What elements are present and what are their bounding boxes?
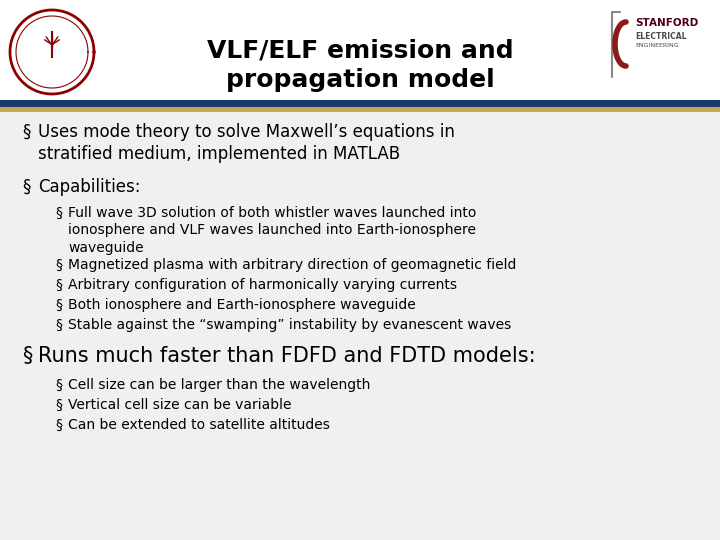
Text: Runs much faster than FDFD and FDTD models:: Runs much faster than FDFD and FDTD mode… xyxy=(38,346,536,366)
Text: §: § xyxy=(55,206,62,220)
Text: STANFORD: STANFORD xyxy=(635,18,698,28)
Text: propagation model: propagation model xyxy=(225,68,495,92)
Text: §: § xyxy=(55,298,62,312)
Text: Vertical cell size can be variable: Vertical cell size can be variable xyxy=(68,398,292,412)
Text: Stable against the “swamping” instability by evanescent waves: Stable against the “swamping” instabilit… xyxy=(68,318,511,332)
Text: §: § xyxy=(55,398,62,412)
Text: VLF/ELF emission and: VLF/ELF emission and xyxy=(207,38,513,62)
Text: ELECTRICAL: ELECTRICAL xyxy=(635,32,686,41)
Text: §: § xyxy=(22,346,32,366)
Text: ENGINEERING: ENGINEERING xyxy=(635,43,679,48)
Text: Full wave 3D solution of both whistler waves launched into
ionosphere and VLF wa: Full wave 3D solution of both whistler w… xyxy=(68,206,477,254)
Text: §: § xyxy=(55,258,62,272)
Text: Capabilities:: Capabilities: xyxy=(38,178,140,196)
Bar xyxy=(0,107,720,112)
Bar xyxy=(0,0,720,110)
Text: Cell size can be larger than the wavelength: Cell size can be larger than the wavelen… xyxy=(68,378,370,392)
Text: Can be extended to satellite altitudes: Can be extended to satellite altitudes xyxy=(68,418,330,432)
Text: Magnetized plasma with arbitrary direction of geomagnetic field: Magnetized plasma with arbitrary directi… xyxy=(68,258,516,272)
Text: §: § xyxy=(22,178,30,196)
Text: §: § xyxy=(55,418,62,432)
Text: Uses mode theory to solve Maxwell’s equations in
stratified medium, implemented : Uses mode theory to solve Maxwell’s equa… xyxy=(38,123,455,163)
Text: §: § xyxy=(55,378,62,392)
Text: §: § xyxy=(22,123,30,141)
Bar xyxy=(0,100,720,107)
Text: §: § xyxy=(55,318,62,332)
Text: Arbitrary configuration of harmonically varying currents: Arbitrary configuration of harmonically … xyxy=(68,278,457,292)
Text: §: § xyxy=(55,278,62,292)
Text: Both ionosphere and Earth-ionosphere waveguide: Both ionosphere and Earth-ionosphere wav… xyxy=(68,298,415,312)
